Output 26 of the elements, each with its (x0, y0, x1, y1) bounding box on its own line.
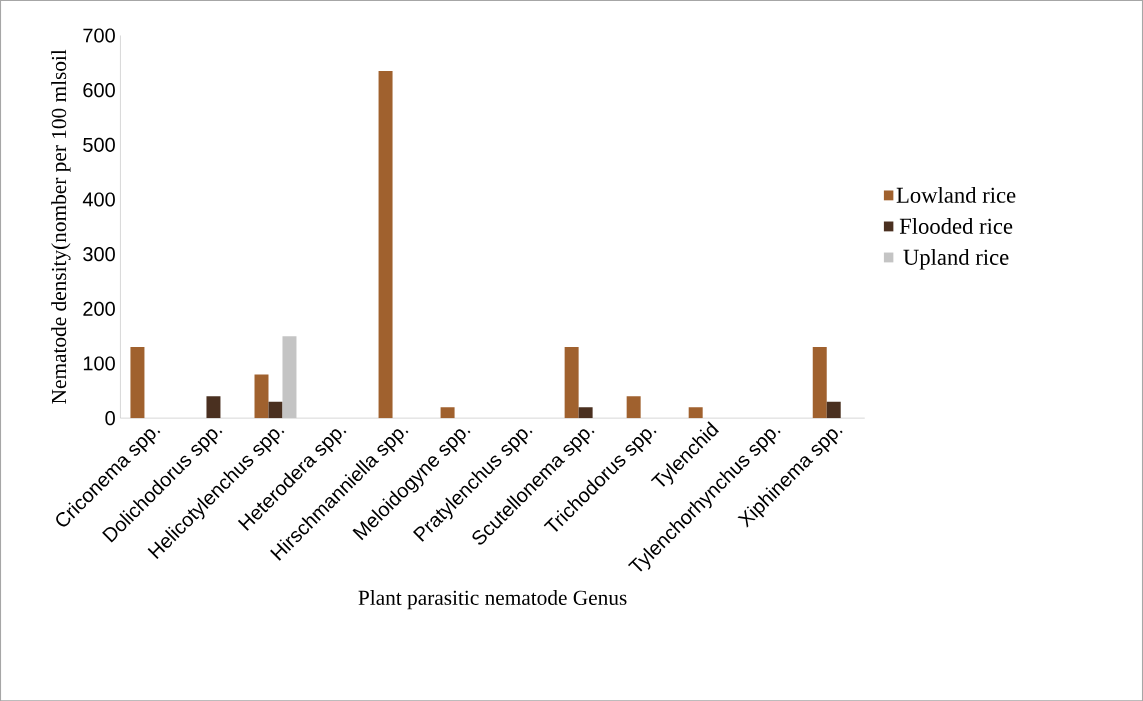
bar (564, 346, 579, 418)
bar (282, 335, 297, 418)
bar (130, 346, 145, 418)
bar (626, 396, 641, 418)
bar (688, 407, 703, 418)
legend-label: Lowland rice (896, 186, 1016, 203)
y-axis-title: Nematode density(nomber per 100 mlsoil (51, 49, 71, 404)
bar (254, 374, 269, 418)
bar (268, 401, 283, 418)
legend-label: Upland rice (903, 248, 1009, 270)
y-tick-label: 100 (83, 356, 115, 371)
bar (378, 70, 393, 418)
bar (440, 407, 455, 418)
x-axis-title: Plant parasitic nematode Genus (358, 589, 627, 610)
y-tick-label: 300 (83, 246, 115, 262)
y-tick-label: 700 (83, 28, 115, 43)
y-tick-label: 0 (105, 410, 115, 425)
bar (812, 346, 827, 418)
y-tick-label: 200 (83, 301, 115, 316)
bar (206, 396, 221, 418)
y-tick-label: 500 (83, 137, 115, 152)
y-tick-label: 600 (83, 82, 115, 98)
legend-label: Flooded rice (899, 217, 1013, 234)
bar (826, 401, 841, 418)
bar (578, 407, 593, 418)
y-tick-label: 400 (82, 192, 115, 207)
